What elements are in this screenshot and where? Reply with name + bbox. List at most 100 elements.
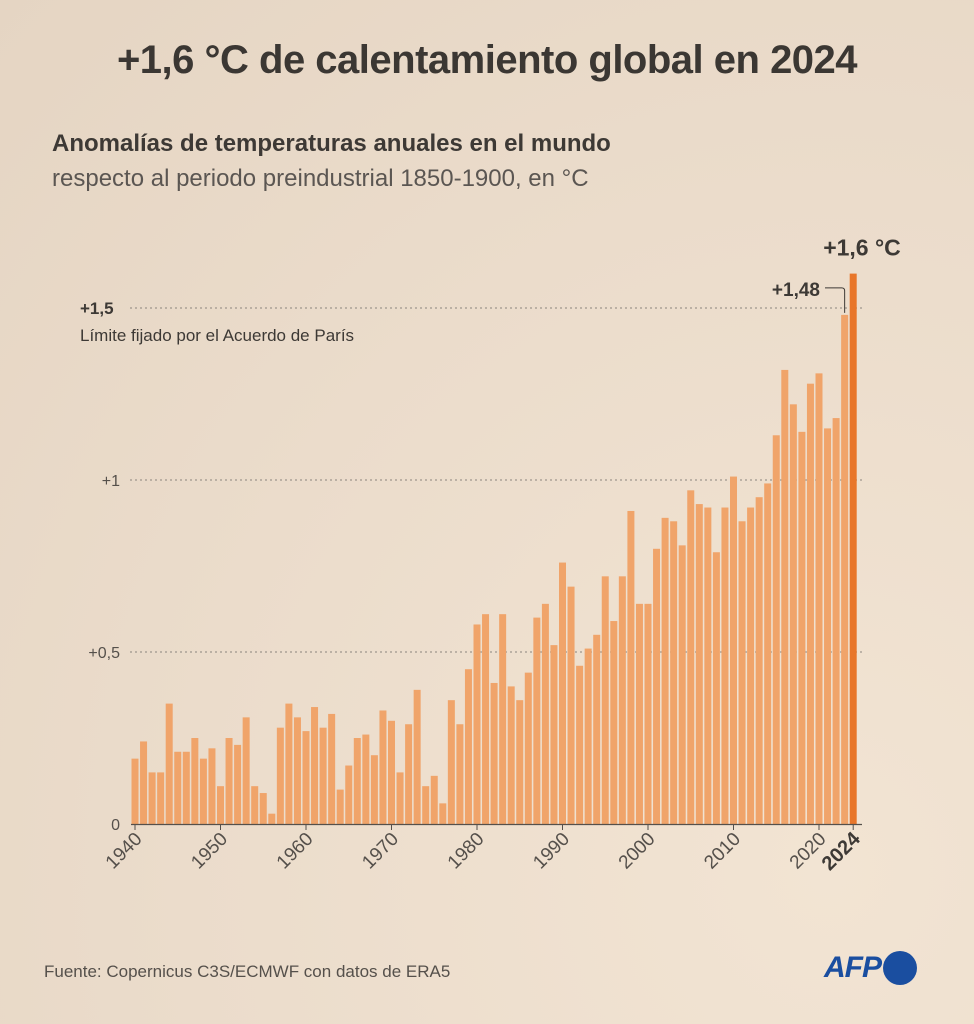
bar-1957 <box>276 727 284 824</box>
bar-1953 <box>242 717 250 824</box>
bar-1994 <box>593 634 601 824</box>
bar-2022 <box>832 418 840 824</box>
bar-1971 <box>396 772 404 824</box>
bar-2020 <box>815 373 823 824</box>
bar-1958 <box>285 703 293 824</box>
reference-line-note: Límite fijado por el Acuerdo de París <box>80 326 354 345</box>
bar-1950 <box>217 786 224 824</box>
bar-1966 <box>353 738 361 824</box>
bar-2013 <box>755 497 763 824</box>
afp-logo-dot-icon <box>883 951 917 985</box>
bar-2024 <box>849 273 857 825</box>
bar-1990 <box>559 562 566 824</box>
bar-2014 <box>764 483 772 824</box>
bar-1955 <box>259 793 267 824</box>
bar-1965 <box>345 765 353 824</box>
chart-title: +1,6 °C de calentamiento global en 2024 <box>116 38 858 82</box>
bar-1973 <box>413 689 421 824</box>
bar-2004 <box>678 545 686 824</box>
bar-2000 <box>644 603 652 824</box>
reference-line-label: +1,5 <box>80 299 114 318</box>
bar-1999 <box>635 603 643 824</box>
bar-1946 <box>182 751 190 824</box>
afp-logo-text: AFP <box>824 951 882 984</box>
x-tick-label: 1940 <box>102 829 147 874</box>
bar-1964 <box>336 789 344 824</box>
bar-1978 <box>456 724 464 824</box>
bar-1989 <box>550 645 558 824</box>
bar-1982 <box>490 682 498 824</box>
bar-1968 <box>370 755 378 824</box>
bar-2005 <box>687 490 695 824</box>
bar-1963 <box>328 713 336 824</box>
x-tick-label: 1950 <box>187 829 232 874</box>
bar-2021 <box>824 428 832 824</box>
bar-2023 <box>841 314 849 824</box>
x-tick-label: 1960 <box>273 829 318 874</box>
bar-1995 <box>601 576 609 824</box>
x-tick-label: 1990 <box>529 829 574 874</box>
bar-1996 <box>610 621 618 824</box>
bar-1986 <box>524 672 532 824</box>
x-tick-label: 1970 <box>358 829 403 874</box>
y-tick-label: +0,5 <box>88 645 120 662</box>
bar-1962 <box>319 727 327 824</box>
annotation-2023-label: +1,48 <box>772 280 820 301</box>
bar-1979 <box>464 669 472 824</box>
bar-1956 <box>268 813 276 824</box>
bar-1959 <box>293 717 301 824</box>
bar-1940 <box>131 758 139 824</box>
bar-2010 <box>730 476 737 824</box>
bar-1943 <box>157 772 165 824</box>
bar-2015 <box>772 435 780 824</box>
bar-1997 <box>618 576 626 824</box>
y-tick-label: 0 <box>111 817 120 834</box>
x-tick-label: 2000 <box>615 829 660 874</box>
bar-1951 <box>225 738 233 824</box>
bar-1949 <box>208 748 216 824</box>
bar-1980 <box>473 624 481 824</box>
bar-1944 <box>165 703 173 824</box>
y-tick-label: +1 <box>102 473 120 490</box>
bar-1948 <box>199 758 207 824</box>
bar-2002 <box>661 517 669 824</box>
bar-1984 <box>507 686 515 824</box>
bar-1960 <box>302 731 310 824</box>
bar-1974 <box>422 786 430 824</box>
bar-1954 <box>251 786 259 824</box>
source-note: Fuente: Copernicus C3S/ECMWF con datos d… <box>44 962 451 981</box>
x-tick-label: 1980 <box>444 829 489 874</box>
bar-1985 <box>516 700 524 824</box>
annotation-2024-label: +1,6 °C <box>823 235 901 261</box>
temperature-anomaly-chart: 0 +0,5 +1 +1,5 Límite fijado por el Acuerdo … <box>80 235 901 875</box>
bar-1947 <box>191 738 199 824</box>
bar-2019 <box>806 383 814 824</box>
bar-1967 <box>362 734 370 824</box>
bar-2009 <box>721 507 729 824</box>
bar-1970 <box>388 720 395 824</box>
chart-subtitle-units: respecto al periodo preindustrial 1850-1… <box>52 165 589 192</box>
chart-subtitle: Anomalías de temperaturas anuales en el … <box>52 130 611 157</box>
x-tick-label: 2024 <box>818 827 866 875</box>
bar-2006 <box>695 504 703 824</box>
bar-1952 <box>234 744 242 824</box>
bar-2017 <box>789 404 797 824</box>
bar-1998 <box>627 510 635 824</box>
bar-1969 <box>379 710 387 824</box>
bar-1972 <box>405 724 413 824</box>
bar-1981 <box>482 614 490 824</box>
bar-2016 <box>781 369 789 824</box>
x-tick-label: 2010 <box>700 829 745 874</box>
bar-1988 <box>541 603 549 824</box>
bar-2008 <box>712 552 720 824</box>
annotation-2023-leader <box>825 287 846 313</box>
bar-1991 <box>567 586 575 824</box>
bar-1976 <box>439 803 447 824</box>
bar-1977 <box>447 700 455 824</box>
bar-1942 <box>148 772 156 824</box>
bar-2001 <box>653 548 661 824</box>
bar-2012 <box>747 507 755 824</box>
afp-logo: AFP <box>824 950 917 986</box>
bar-1993 <box>584 648 592 824</box>
bar-1941 <box>140 741 148 824</box>
